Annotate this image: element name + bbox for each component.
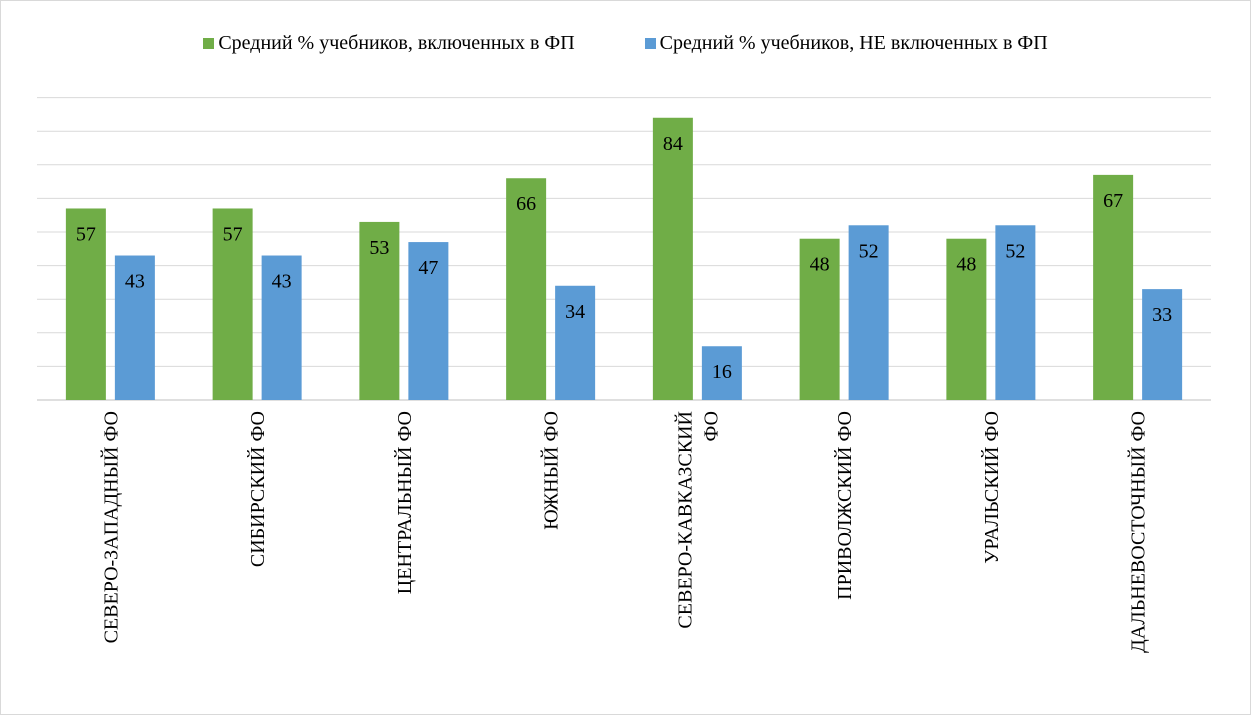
category-label-line: СЕВЕРО-ЗАПАДНЫЙ ФО [99,411,122,643]
legend-swatch-series-2 [644,38,656,49]
bar-series-1 [506,178,547,400]
data-label-series-1: 67 [1103,190,1123,212]
data-label-series-2: 16 [712,361,732,383]
data-label-series-1: 48 [810,254,830,276]
category-label: СЕВЕРО-КАВКАЗСКИЙ ФО [673,411,722,629]
bar-series-1 [359,221,400,400]
bar-series-2 [848,225,889,400]
category-label: УРАЛЬСКИЙ ФО [980,411,1003,564]
bar-series-1 [1093,174,1134,400]
legend-swatch-series-1 [203,38,215,49]
legend-item-series-2: Средний % учебников, НЕ включенных в ФП [644,32,1048,55]
category-label-line: СЕВЕРО-КАВКАЗСКИЙ [673,411,696,629]
data-label-series-2: 43 [125,271,145,293]
data-label-series-1: 53 [369,237,389,259]
bar-series-2 [555,285,596,400]
legend-label-series-1: Средний % учебников, включенных в ФП [218,32,575,54]
category-label-line: СИБИРСКИЙ ФО [246,411,269,567]
bar-series-2 [701,346,742,400]
data-label-series-1: 57 [76,223,96,245]
legend-label-series-2: Средний % учебников, НЕ включенных в ФП [659,32,1048,54]
bar-series-1 [65,208,106,400]
data-label-series-1: 66 [516,193,536,215]
bar-series-2 [995,225,1036,400]
category-label: ПРИВОЛЖСКИЙ ФО [833,411,856,600]
data-label-series-2: 47 [418,257,438,279]
bar-series-1 [946,238,987,400]
bar-series-1 [652,117,693,400]
category-label-line: ЮЖНЫЙ ФО [540,411,563,530]
bar-series-1 [212,208,253,400]
legend-item-series-1: Средний % учебников, включенных в ФП [203,32,575,55]
category-label-line: ПРИВОЛЖСКИЙ ФО [833,411,856,600]
data-label-series-2: 52 [1005,240,1025,262]
data-label-series-2: 34 [565,301,585,323]
category-label-line: ФО [700,411,722,442]
category-label-line: УРАЛЬСКИЙ ФО [980,411,1003,564]
category-label: СИБИРСКИЙ ФО [246,411,269,567]
data-label-series-1: 57 [223,223,243,245]
bar-series-2 [261,255,302,400]
legend: Средний % учебников, включенных в ФП Сре… [0,32,1251,55]
category-label: ЦЕНТРАЛЬНЫЙ ФО [393,411,416,594]
category-label: ЮЖНЫЙ ФО [540,411,563,530]
bar-series-2 [114,255,155,400]
data-label-series-2: 52 [859,240,879,262]
category-label-line: ЦЕНТРАЛЬНЫЙ ФО [393,411,416,594]
category-label: ДАЛЬНЕВОСТОЧНЫЙ ФО [1127,411,1150,653]
bar-series-1 [799,238,840,400]
category-label-line: ДАЛЬНЕВОСТОЧНЫЙ ФО [1127,411,1150,653]
bar-series-2 [1142,289,1183,400]
data-label-series-2: 43 [272,271,292,293]
data-label-series-1: 48 [956,254,976,276]
data-label-series-2: 33 [1152,304,1172,326]
category-label: СЕВЕРО-ЗАПАДНЫЙ ФО [99,411,122,643]
data-label-series-1: 84 [663,133,683,155]
bar-series-2 [408,242,449,400]
